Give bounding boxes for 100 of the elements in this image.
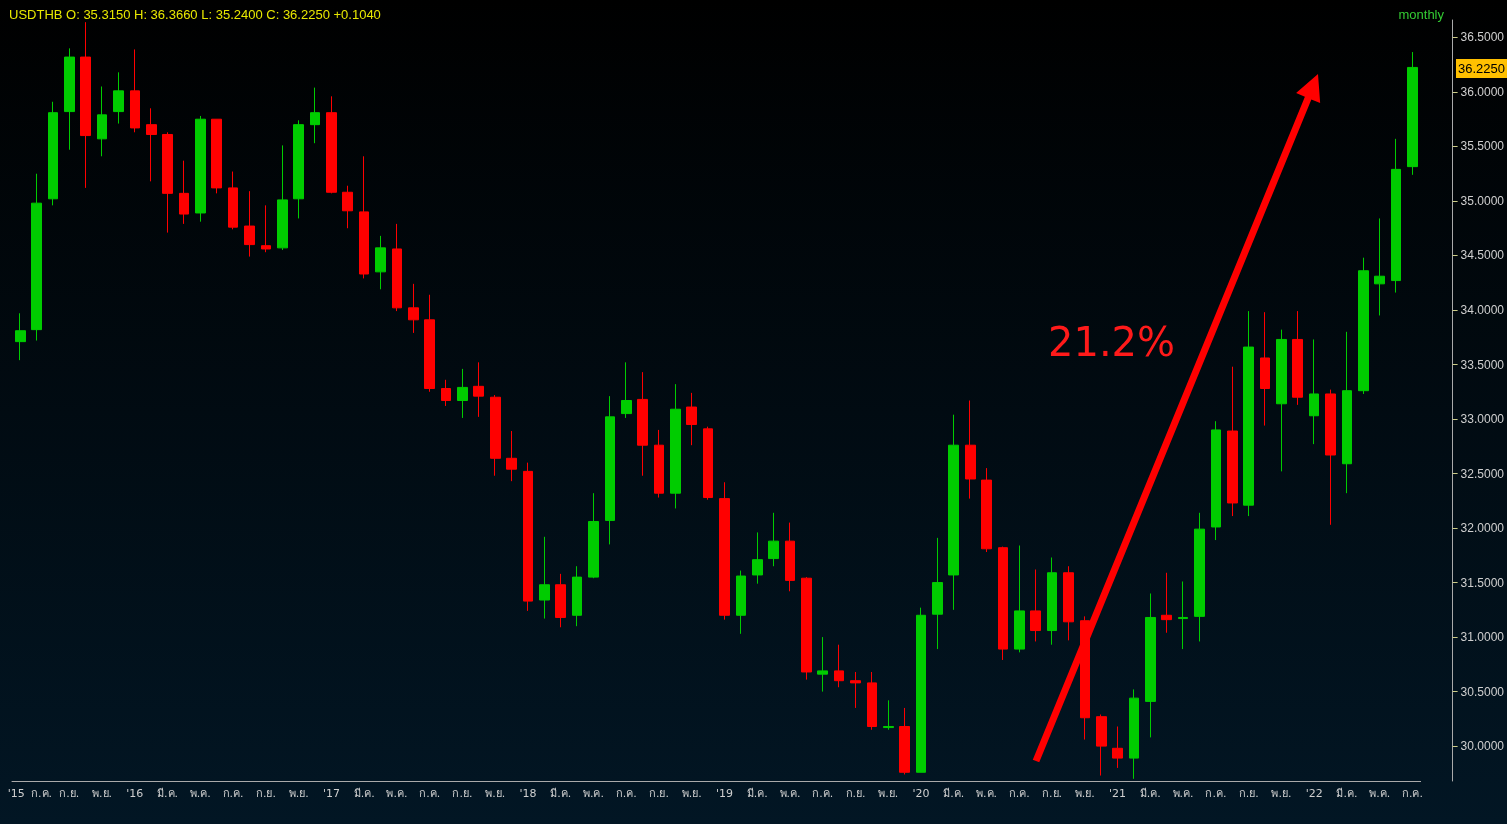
candlestick <box>654 429 664 499</box>
x-tick-label: พ.ค. <box>1172 787 1194 800</box>
candlestick <box>1342 331 1352 494</box>
candlestick <box>457 368 468 419</box>
candlestick <box>490 394 501 477</box>
candlestick <box>867 671 877 731</box>
x-tick-label: '18 <box>519 787 537 800</box>
candlestick <box>555 573 566 628</box>
x-tick-label: '20 <box>912 787 930 800</box>
y-tick-label: 32.5000 <box>1460 466 1505 481</box>
candlestick <box>64 47 75 151</box>
candlestick <box>1260 311 1270 427</box>
candlestick <box>146 107 157 182</box>
y-tick-label: 31.0000 <box>1460 630 1505 645</box>
y-tick-label: 32.0000 <box>1460 521 1505 536</box>
candlestick <box>719 481 730 621</box>
x-tick-label: ก.ค. <box>222 787 244 800</box>
x-tick-label: พ.ย. <box>681 787 702 800</box>
x-tick-label: ก.ค. <box>1205 787 1227 800</box>
candlestick <box>1211 420 1221 541</box>
x-tick-label: ก.ค. <box>1008 787 1030 800</box>
x-tick-label: ก.ค. <box>1401 787 1423 800</box>
candlestick <box>883 699 894 731</box>
candlestick <box>130 48 140 133</box>
x-tick-label: มี.ค. <box>1139 787 1161 800</box>
x-tick-label: ก.ค. <box>812 787 834 800</box>
text: 36.2250 <box>1458 61 1505 76</box>
candlestick <box>736 570 746 635</box>
x-tick-label: มี.ค. <box>1336 787 1358 800</box>
candlestick <box>113 71 124 125</box>
candlestick <box>932 537 943 650</box>
candlestick <box>179 160 189 225</box>
candlestick <box>752 531 763 585</box>
x-tick-label: ก.ค. <box>615 787 637 800</box>
candlestick <box>1047 557 1057 646</box>
y-tick-label: 35.0000 <box>1460 193 1505 208</box>
candlestick <box>768 512 779 567</box>
candlestick <box>1243 310 1254 517</box>
x-tick-label: พ.ค. <box>189 787 211 800</box>
y-tick-label: 34.5000 <box>1460 248 1505 263</box>
candlestick <box>670 383 681 509</box>
x-tick-label: ก.ค. <box>31 787 53 800</box>
candlestick <box>392 223 402 312</box>
candlestick <box>817 636 828 693</box>
y-tick-label: 36.5000 <box>1460 30 1505 45</box>
candlestick <box>342 185 353 229</box>
candlestick <box>375 235 386 290</box>
candlestick <box>80 21 91 189</box>
candlestick <box>1096 713 1107 777</box>
x-tick-label: มี.ค. <box>746 787 768 800</box>
x-tick-label: พ.ค. <box>386 787 408 800</box>
candlestick <box>998 546 1008 661</box>
candlestick <box>31 173 42 342</box>
candlestick <box>1014 545 1025 653</box>
candlestick <box>1194 512 1205 642</box>
candlestick <box>424 294 435 393</box>
candlestick <box>211 118 222 194</box>
candlestick <box>785 522 795 592</box>
y-tick-label: 35.5000 <box>1460 139 1505 154</box>
y-tick-label: 30.5000 <box>1460 684 1505 699</box>
x-tick-label: '16 <box>126 787 144 800</box>
candlestick <box>1112 725 1123 769</box>
candlestick <box>48 101 58 206</box>
x-tick-label: พ.ค. <box>1369 787 1391 800</box>
y-tick-label: 33.0000 <box>1460 412 1505 427</box>
y-tick-label: 34.0000 <box>1460 303 1505 318</box>
x-tick-label: พ.ค. <box>582 787 604 800</box>
candlestick <box>899 707 910 775</box>
x-tick-label: '15 <box>7 787 25 800</box>
candlestick <box>441 379 451 407</box>
candlestick <box>539 536 550 620</box>
candlestick <box>1161 572 1172 634</box>
x-tick-label: ก.ย. <box>648 787 669 800</box>
candlestick <box>1325 389 1336 526</box>
candlestick <box>1227 366 1238 517</box>
candlestick <box>981 467 992 553</box>
candlestick <box>473 361 484 418</box>
candlestick <box>408 283 419 334</box>
candlestick <box>1178 580 1188 650</box>
x-tick-label: ก.ย. <box>255 787 276 800</box>
candlestick <box>1129 688 1139 780</box>
chart-subtitle: monthly <box>1398 7 1445 22</box>
x-tick-label: พ.ย. <box>878 787 899 800</box>
candlestick <box>572 565 582 627</box>
x-tick-label: พ.ย. <box>92 787 113 800</box>
candlestick <box>588 492 599 579</box>
y-tick-label: 30.0000 <box>1460 739 1505 754</box>
candlestick <box>850 671 861 709</box>
candlestick <box>916 607 926 773</box>
candlestick <box>15 312 26 361</box>
candlestick <box>97 86 107 157</box>
candlestick <box>801 576 812 681</box>
candlestick <box>1309 338 1319 445</box>
candlestick <box>834 644 844 688</box>
x-tick-label: มี.ค. <box>157 787 179 800</box>
candlestick <box>1358 257 1369 395</box>
candlestick <box>326 95 337 194</box>
candlestick <box>261 204 271 253</box>
candlestick <box>1292 310 1303 406</box>
candlestick <box>244 190 255 258</box>
